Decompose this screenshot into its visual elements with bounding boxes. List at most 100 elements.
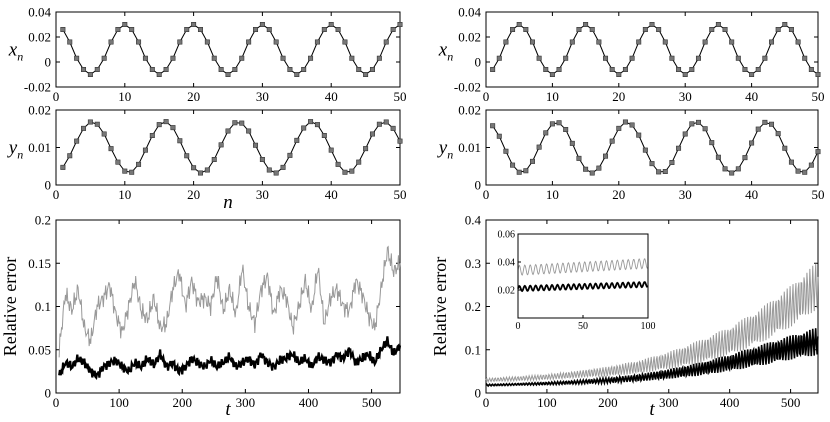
bottom-right-inset-xtick-label: 0 (516, 321, 521, 332)
top-left-y-point (397, 138, 403, 144)
top-left-y-point (101, 131, 107, 137)
top-right-y-point (629, 122, 635, 128)
top-left-y-point (253, 142, 259, 148)
top-right-y-point (516, 169, 522, 175)
bottom-left-ytick-label: 0.05 (28, 342, 51, 357)
top-right-x-point (536, 55, 542, 61)
bottom-right-inset-ytick-label: 0.04 (498, 258, 516, 269)
top-left-x-point (369, 67, 375, 73)
top-right-y-point (596, 165, 602, 171)
top-left-y-point (273, 170, 279, 176)
top-right-y-point (549, 121, 555, 127)
top-right-y-point (695, 119, 701, 125)
bottom-left-ytick-label: 0.1 (35, 299, 51, 314)
top-right-x-point (762, 55, 768, 61)
top-left-x-point (211, 55, 217, 61)
top-left-y-point (129, 169, 135, 175)
top-right-y-point (649, 161, 655, 167)
top-right-y-point (762, 119, 768, 125)
bottom-left-xtick-label: 400 (299, 395, 319, 410)
top-left-y-point (232, 120, 238, 126)
top-left-x-point (259, 21, 265, 27)
top-right-x-point (669, 55, 675, 61)
top-left-y-point (390, 125, 396, 131)
bottom-right-inset-xtick-label: 50 (578, 321, 588, 332)
top-left-y-point (246, 128, 252, 134)
top-left-x-xtick-label: 10 (118, 89, 131, 104)
top-right-x-point (556, 67, 562, 73)
top-left-y-ylabel: yn (7, 138, 23, 162)
top-left-x-point (335, 26, 341, 32)
top-left-y-xtick-label: 30 (256, 187, 269, 202)
top-right-y-point (576, 155, 582, 161)
top-right-x-point (583, 21, 589, 27)
top-left-x-point (94, 67, 100, 73)
top-left-x-point (390, 26, 396, 32)
top-right-y-point (636, 132, 642, 138)
top-left-y-point (349, 168, 355, 174)
top-right-y-xtick-label: 20 (612, 187, 625, 202)
top-right-y-point (709, 140, 715, 146)
top-left-x-ytick-label: 0 (45, 55, 52, 70)
bottom-left-ytick-label: 0.2 (35, 213, 51, 228)
top-left-x-point (149, 67, 155, 73)
top-left-y-point (225, 128, 231, 134)
top-left-y-point (363, 146, 369, 152)
top-right-y-point (543, 130, 549, 136)
top-right-x-point (649, 21, 655, 27)
top-left-y-xlabel: n (223, 192, 233, 213)
top-left-x-point (60, 26, 66, 32)
top-left-x-point (246, 39, 252, 45)
top-right-x-point (656, 26, 662, 32)
top-left-y-point (280, 164, 286, 170)
bottom-right-series-black (485, 328, 819, 388)
top-right-y-xtick-label: 50 (812, 187, 825, 202)
top-left-x-point (301, 67, 307, 73)
top-right-x-point (729, 39, 735, 45)
top-right-x-point (689, 67, 695, 73)
top-right-y-point (662, 169, 668, 175)
top-right-y-xtick-label: 40 (745, 187, 758, 202)
top-right-y-ytick-label: 0.02 (458, 103, 481, 118)
top-left-x-point (87, 72, 93, 78)
top-left-y-point (211, 157, 217, 163)
top-right-x-point (662, 39, 668, 45)
top-right-x-point (629, 55, 635, 61)
top-left-x-point (280, 55, 286, 61)
top-left-y-point (163, 119, 169, 125)
top-right-y-point (536, 144, 542, 150)
top-right-x-point (603, 55, 609, 61)
top-right-y-ylabel: yn (437, 138, 453, 162)
bottom-right-ytick-label: 0.1 (465, 342, 481, 357)
top-left-x-point (218, 67, 224, 73)
top-right-x-xtick-label: 20 (612, 89, 625, 104)
top-right-y-point (523, 168, 529, 174)
top-right-y-point (769, 121, 775, 127)
top-right-x-point (496, 55, 502, 61)
top-left-y-point (239, 120, 245, 126)
top-right-x-ytick-label: 0.04 (458, 5, 481, 20)
top-left-y-point (314, 122, 320, 128)
top-left-x-xtick-label: 20 (187, 89, 200, 104)
top-left-y-xtick-label: 10 (118, 187, 131, 202)
top-left-y-point (321, 133, 327, 139)
top-right-x-point (569, 39, 575, 45)
top-right-y-point (749, 140, 755, 146)
top-right-x-point (702, 39, 708, 45)
top-right-y-point (622, 119, 628, 125)
top-right-x-point (516, 21, 522, 27)
top-right-y-point (742, 155, 748, 161)
top-left-y-point (184, 153, 190, 159)
top-right-x-xtick-label: 10 (546, 89, 559, 104)
top-left-x-point (287, 67, 293, 73)
top-right-x-series-line (492, 23, 819, 76)
top-right-x-point (755, 67, 761, 73)
top-left-y-point (67, 153, 73, 159)
top-right-y-point (722, 166, 728, 172)
top-left-x-point (239, 55, 245, 61)
top-right-x-point (616, 72, 622, 78)
top-left-y-point (94, 121, 100, 127)
top-left-x-xtick-label: 0 (53, 89, 60, 104)
top-left-x-point (397, 21, 403, 27)
top-right-x-ytick-label: 0 (475, 55, 482, 70)
